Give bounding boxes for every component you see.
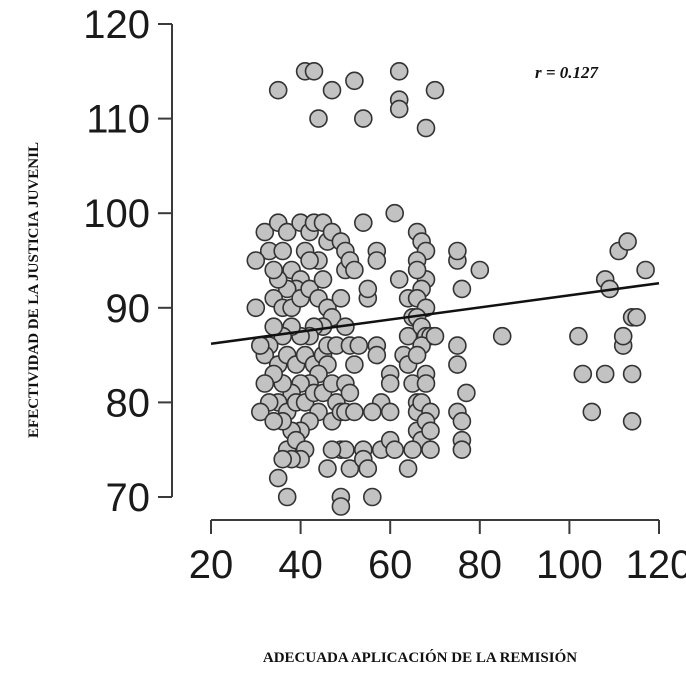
x-tick-label: 20 bbox=[189, 543, 234, 587]
y-tick-label: 90 bbox=[106, 287, 151, 331]
data-point bbox=[255, 222, 275, 242]
data-point bbox=[273, 241, 293, 261]
data-point bbox=[255, 374, 275, 393]
data-point bbox=[622, 411, 642, 431]
data-point bbox=[362, 487, 382, 507]
data-point bbox=[492, 326, 512, 346]
data-point bbox=[380, 374, 400, 393]
y-tick-label: 100 bbox=[83, 192, 150, 236]
data-point bbox=[268, 468, 288, 488]
data-points bbox=[246, 62, 655, 516]
data-point bbox=[304, 62, 324, 81]
x-axis-title: ADECUADA APLICACIÓN DE LA REMISIÓN bbox=[263, 649, 577, 666]
data-point bbox=[367, 345, 387, 365]
data-point bbox=[618, 232, 637, 251]
data-point bbox=[425, 326, 445, 346]
data-point bbox=[264, 411, 284, 431]
data-point bbox=[340, 383, 360, 403]
data-point bbox=[277, 487, 297, 507]
data-point bbox=[448, 241, 467, 261]
data-point bbox=[385, 203, 405, 223]
data-point bbox=[349, 336, 369, 355]
data-point bbox=[385, 440, 405, 460]
x-tick-label: 60 bbox=[368, 543, 413, 587]
y-tick-label: 120 bbox=[83, 3, 150, 47]
data-point bbox=[345, 260, 364, 280]
data-point bbox=[595, 364, 615, 384]
data-point bbox=[277, 222, 297, 242]
data-point bbox=[331, 288, 351, 308]
y-tick-label: 110 bbox=[86, 98, 150, 142]
data-point bbox=[322, 80, 342, 100]
data-point bbox=[636, 260, 655, 280]
data-point bbox=[398, 459, 418, 478]
x-tick-label: 120 bbox=[626, 543, 686, 587]
data-point bbox=[421, 421, 440, 441]
data-point bbox=[250, 336, 270, 355]
data-point bbox=[331, 497, 351, 516]
data-point bbox=[380, 402, 400, 422]
data-point bbox=[582, 402, 602, 422]
data-point bbox=[246, 251, 266, 270]
trend-line bbox=[210, 281, 660, 345]
data-point bbox=[622, 364, 642, 384]
data-point bbox=[318, 459, 337, 478]
data-point bbox=[627, 307, 646, 327]
data-point bbox=[389, 270, 409, 289]
data-point bbox=[470, 260, 490, 280]
data-point bbox=[448, 336, 467, 355]
data-point bbox=[569, 326, 588, 346]
data-point bbox=[340, 459, 360, 478]
correlation-annotation: r = 0.127 bbox=[535, 63, 600, 82]
data-point bbox=[313, 270, 333, 289]
data-point bbox=[452, 279, 472, 299]
data-point bbox=[573, 364, 593, 384]
data-point bbox=[416, 118, 436, 138]
data-point bbox=[358, 459, 378, 478]
data-point bbox=[362, 402, 382, 422]
data-point bbox=[268, 80, 288, 100]
data-point bbox=[273, 449, 293, 469]
data-point bbox=[407, 345, 427, 365]
y-tick-label: 80 bbox=[106, 381, 151, 425]
data-point bbox=[264, 260, 284, 280]
data-point bbox=[345, 71, 364, 91]
data-point bbox=[322, 440, 342, 460]
data-point bbox=[353, 213, 373, 232]
data-point bbox=[246, 298, 266, 318]
x-tick-label: 40 bbox=[278, 543, 323, 587]
data-point bbox=[452, 411, 472, 431]
data-point bbox=[345, 355, 364, 374]
data-point bbox=[398, 326, 418, 346]
data-point bbox=[613, 326, 633, 346]
data-point bbox=[389, 99, 409, 119]
data-point bbox=[353, 109, 373, 128]
trend-line-group bbox=[210, 281, 660, 345]
data-point bbox=[367, 251, 387, 270]
data-point bbox=[416, 374, 436, 393]
data-point bbox=[452, 440, 472, 460]
data-point bbox=[309, 109, 328, 128]
data-point bbox=[300, 251, 319, 270]
data-point bbox=[250, 402, 270, 422]
data-point bbox=[407, 260, 427, 280]
data-point bbox=[345, 402, 364, 422]
data-point bbox=[448, 355, 467, 374]
data-point bbox=[425, 80, 445, 100]
data-point bbox=[358, 279, 378, 299]
data-point bbox=[389, 62, 409, 81]
y-tick-label: 70 bbox=[106, 476, 151, 520]
data-point bbox=[264, 317, 284, 337]
axes: 70 80 90 100 110 120 20 40 60 80 100 120 bbox=[83, 3, 686, 587]
y-axis-title: EFECTIVIDAD DE LA JUSTICIA JUVENIL bbox=[26, 142, 42, 438]
data-point bbox=[457, 383, 476, 403]
x-tick-label: 100 bbox=[536, 543, 603, 587]
data-point bbox=[403, 440, 422, 460]
data-point bbox=[421, 440, 440, 460]
x-tick-label: 80 bbox=[458, 543, 503, 587]
